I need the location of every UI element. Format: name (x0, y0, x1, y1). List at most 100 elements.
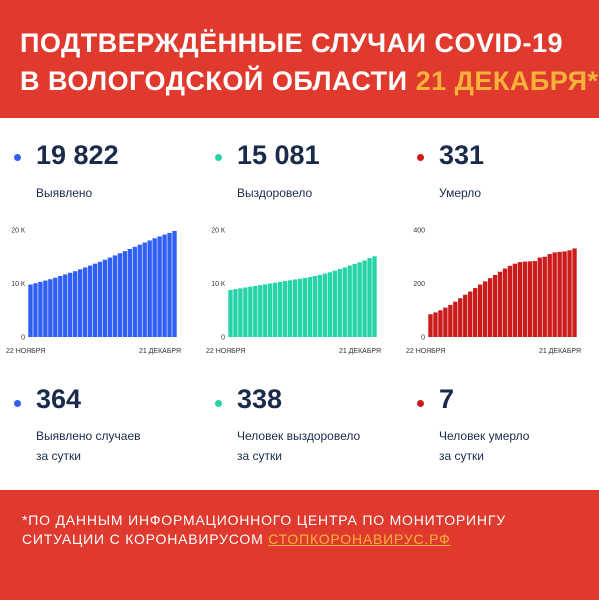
bar (43, 280, 48, 337)
title-line-1: ПОДТВЕРЖДЁННЫЕ СЛУЧАИ COVID-19 (20, 28, 564, 58)
y-tick-label: 400 (413, 228, 425, 235)
bar (522, 261, 528, 337)
daily-deaths-label-1: Человек умерло (439, 429, 530, 443)
bar (367, 258, 372, 337)
bar (438, 310, 443, 337)
bar (567, 250, 572, 337)
footer-source-text: СИТУАЦИИ С КОРОНАВИРУСОМ (22, 531, 269, 547)
bar (107, 257, 113, 337)
bar (92, 263, 98, 337)
bar (82, 267, 88, 337)
bar (53, 277, 58, 337)
y-tick-label: 200 (413, 281, 425, 288)
bar (562, 251, 567, 337)
bar (77, 269, 83, 337)
bar (433, 312, 438, 337)
bar (492, 274, 498, 337)
bar (28, 284, 33, 337)
stats-panel: 19 822 Выявлено 0 10 К 20 К 22 НОЯБРЯ 21 ДЕК… (0, 118, 599, 490)
bar (463, 294, 468, 337)
daily-detected-label-1: Выявлено случаев (36, 429, 141, 443)
bar (542, 256, 547, 337)
chart-detected: 0 10 К 20 К 22 НОЯБРЯ 21 ДЕКАБРЯ (6, 224, 181, 359)
chart-deaths: 0 200 400 22 НОЯБРЯ 21 ДЕКАБРЯ (406, 224, 581, 359)
bar (112, 255, 118, 337)
daily-recovered-label-2: за сутки (237, 449, 282, 463)
bar (73, 271, 78, 337)
bar (312, 276, 318, 337)
bar (342, 267, 347, 337)
bar (248, 286, 253, 337)
bar (547, 254, 552, 337)
bar (87, 265, 93, 337)
bar (268, 283, 273, 337)
footer-source-link[interactable]: СТОПКОРОНАВИРУС.РФ (268, 531, 451, 547)
bar (63, 274, 68, 337)
daily-deaths-value: 7 (439, 384, 455, 414)
bullet-dot (14, 154, 21, 161)
bar (332, 270, 337, 337)
bar (428, 314, 433, 337)
total-recovered-value: 15 081 (237, 140, 320, 170)
daily-detected-value: 364 (36, 384, 82, 414)
daily-deaths-label-2: за сутки (439, 449, 484, 463)
bar (517, 262, 523, 337)
bar (443, 307, 448, 337)
bar (162, 234, 167, 337)
bar (473, 288, 478, 337)
bullet-dot (215, 400, 222, 407)
x-end-label: 21 ДЕКАБРЯ (139, 348, 181, 355)
header: ПОДТВЕРЖДЁННЫЕ СЛУЧАИ COVID-19 В ВОЛОГОД… (0, 0, 599, 118)
y-tick-label: 20 К (11, 228, 26, 235)
bar (468, 291, 473, 337)
footer-line-1: *ПО ДАННЫМ ИНФОРМАЦИОННОГО ЦЕНТРА ПО МОН… (22, 512, 506, 528)
y-tick-label: 10 К (211, 281, 226, 288)
bar (147, 240, 152, 337)
bar (477, 284, 483, 337)
bullet-dot (417, 154, 424, 161)
bar (448, 304, 453, 337)
y-tick-label: 0 (421, 335, 425, 342)
total-deaths-label: Умерло (439, 186, 482, 200)
bar (152, 238, 157, 337)
x-end-label: 21 ДЕКАБРЯ (539, 348, 581, 355)
total-deaths-value: 331 (439, 140, 485, 170)
bar (307, 277, 313, 337)
bar (497, 271, 503, 337)
bar (122, 251, 128, 337)
bar (317, 274, 323, 337)
bar (322, 273, 328, 337)
chart-svg: 0 200 400 22 НОЯБРЯ 21 ДЕКАБРЯ (406, 228, 581, 356)
bullet-dot (14, 400, 21, 407)
bar (142, 242, 147, 337)
bar (132, 246, 137, 337)
bar (527, 261, 532, 337)
bar (127, 248, 132, 337)
bar (58, 276, 63, 337)
bar (258, 285, 263, 337)
bar (233, 289, 238, 337)
bar (238, 288, 243, 337)
bar (357, 262, 362, 337)
bar (302, 277, 308, 337)
bar (507, 265, 513, 337)
bar (537, 257, 542, 337)
bar (172, 230, 177, 337)
bar (102, 259, 108, 337)
bar (502, 268, 508, 337)
bar (362, 260, 367, 337)
column-recovered: 15 081 Выздоровело 0 10 К 20 К 22 НОЯБРЯ 21 … (200, 118, 399, 490)
total-detected-label: Выявлено (36, 186, 93, 200)
bar (243, 287, 248, 337)
x-start-label: 22 НОЯБРЯ (206, 348, 245, 355)
bar (263, 284, 268, 337)
bar (572, 248, 577, 337)
y-tick-label: 0 (21, 335, 25, 342)
footer: *ПО ДАННЫМ ИНФОРМАЦИОННОГО ЦЕНТРА ПО МОН… (0, 490, 599, 600)
bar (287, 280, 293, 337)
bullet-dot (417, 400, 424, 407)
bar (352, 263, 357, 337)
footer-line-2: СИТУАЦИИ С КОРОНАВИРУСОМ СТОПКОРОНАВИРУС… (22, 531, 451, 547)
y-tick-label: 0 (221, 335, 225, 342)
column-detected: 19 822 Выявлено 0 10 К 20 К 22 НОЯБРЯ 21 ДЕК… (0, 118, 199, 490)
